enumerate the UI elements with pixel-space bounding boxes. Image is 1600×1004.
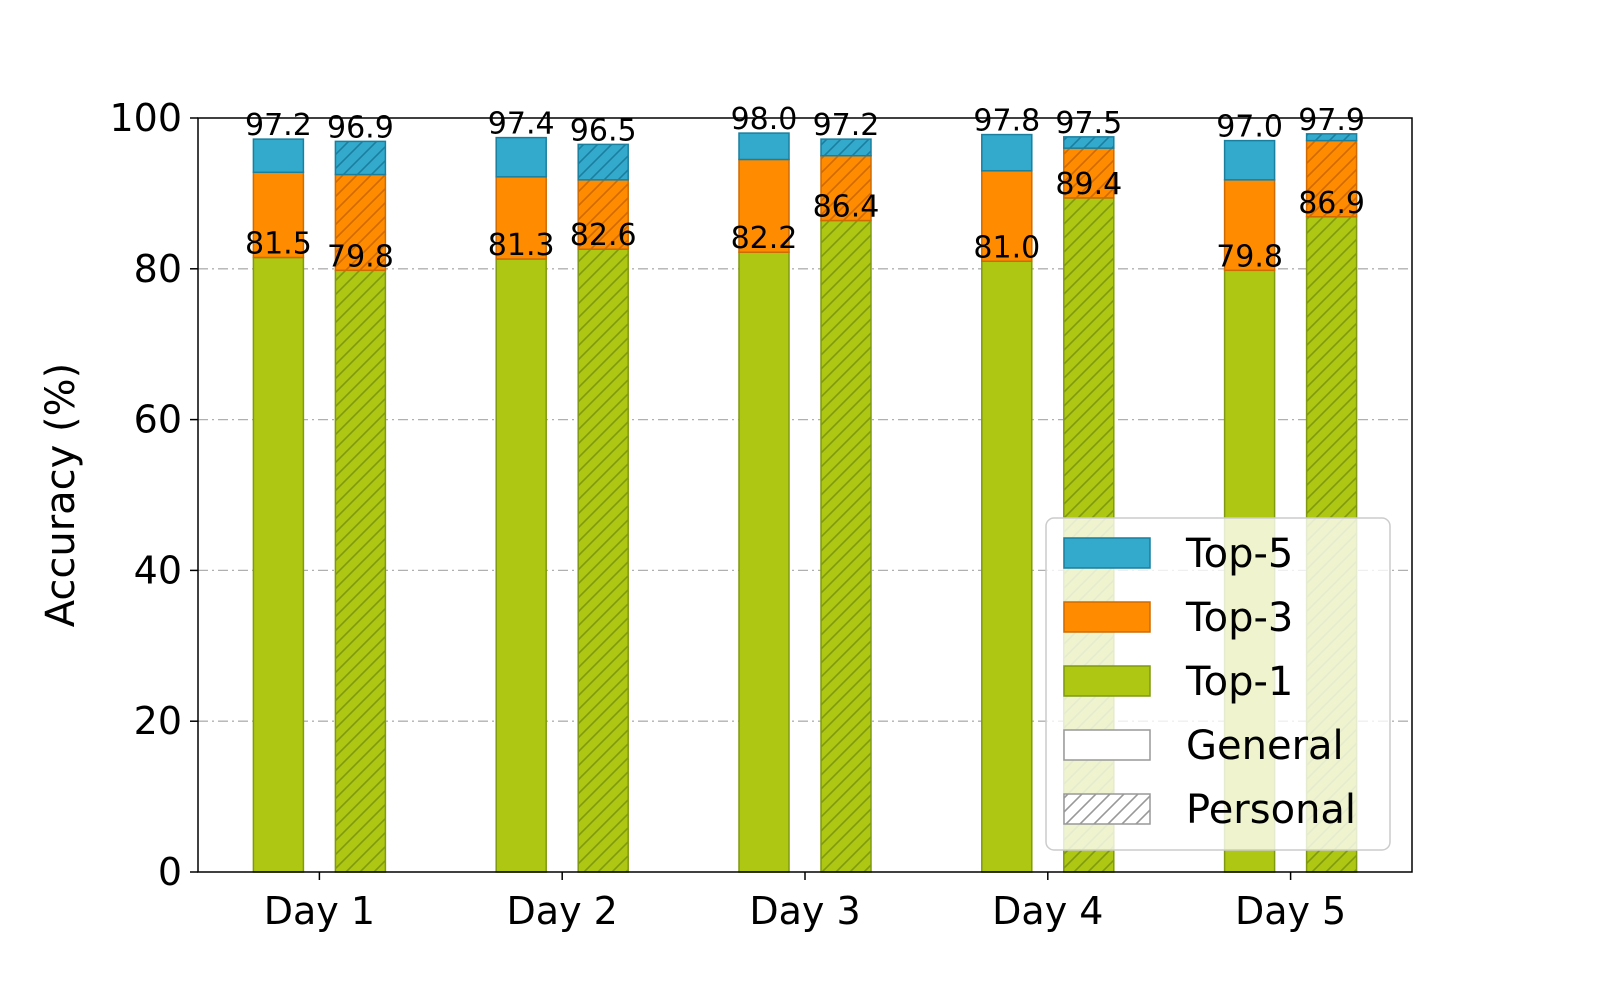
data-label-top1: 81.5 bbox=[245, 226, 312, 261]
bar-segment-top1-general bbox=[738, 251, 790, 873]
y-tick-label: 100 bbox=[109, 96, 182, 140]
legend-swatch bbox=[1063, 601, 1151, 633]
data-label-top5: 98.0 bbox=[731, 102, 798, 137]
data-label-top1: 86.9 bbox=[1298, 186, 1365, 221]
data-labels: 97.2 81.5 96.9 79.8 97.4 81.3 96.5 82.6 98.0 82.2… bbox=[245, 102, 1365, 274]
data-label-top1: 82.6 bbox=[570, 218, 637, 253]
y-tick-label: 40 bbox=[134, 548, 182, 592]
x-tick-label: Day 4 bbox=[992, 889, 1103, 933]
data-label-top1: 89.4 bbox=[1055, 167, 1122, 202]
legend-swatch bbox=[1063, 793, 1151, 825]
legend-swatch bbox=[1063, 665, 1151, 697]
data-label-top5: 97.4 bbox=[488, 107, 555, 142]
data-label-top1: 79.8 bbox=[327, 239, 394, 274]
data-label-top5: 97.9 bbox=[1298, 103, 1365, 138]
data-label-top5: 97.0 bbox=[1216, 110, 1283, 145]
legend-label: Top-1 bbox=[1185, 659, 1293, 705]
data-label-top1: 81.3 bbox=[488, 228, 555, 263]
data-label-top5: 96.9 bbox=[327, 110, 394, 145]
bar-segment-top3-general bbox=[252, 171, 305, 259]
bar-segment-top1-personal bbox=[577, 248, 629, 873]
legend-swatch bbox=[1063, 729, 1151, 761]
bar-segment-top1-personal bbox=[820, 219, 872, 873]
data-label-top1: 82.2 bbox=[731, 221, 798, 256]
bar-segment-top5-general bbox=[495, 136, 547, 178]
bar-segment-top5-personal bbox=[820, 138, 872, 157]
bar-segment-top1-personal bbox=[334, 269, 387, 873]
y-tick-label: 80 bbox=[134, 247, 182, 291]
bar-segment-top3-personal bbox=[577, 179, 629, 250]
legend-label: Personal bbox=[1186, 787, 1356, 833]
bar-segment-top5-general bbox=[252, 138, 305, 174]
legend: Top-5 Top-3 Top-1 General Personal bbox=[1045, 517, 1391, 851]
y-tick-label: 20 bbox=[134, 699, 182, 743]
bar-segment-top1-general bbox=[981, 260, 1033, 873]
data-label-top1: 81.0 bbox=[973, 230, 1040, 265]
bar-segment-top5-general bbox=[1223, 139, 1276, 181]
data-label-top5: 97.2 bbox=[813, 108, 880, 143]
bar-segment-top3-general bbox=[495, 176, 547, 260]
bar-segment-top1-general bbox=[252, 256, 305, 873]
bar-segment-top5-personal bbox=[1063, 136, 1115, 149]
bar-segment-top5-personal bbox=[1305, 133, 1358, 142]
bar-segment-top1-general bbox=[495, 258, 547, 873]
legend-label: Top-5 bbox=[1185, 531, 1293, 577]
legend-label: General bbox=[1186, 723, 1344, 769]
axes: 0 20 40 60 80 100 Day 1 Day 2 Day 3 Day 4 Day 5 bbox=[109, 96, 1346, 933]
legend-label: Top-3 bbox=[1185, 595, 1293, 641]
bar-segment-top5-personal bbox=[334, 140, 387, 176]
x-tick-label: Day 5 bbox=[1235, 889, 1346, 933]
data-label-top5: 96.5 bbox=[570, 113, 637, 148]
legend-box bbox=[1045, 517, 1391, 851]
bar-segment-top5-general bbox=[981, 133, 1033, 172]
bar-segment-top3-personal bbox=[820, 154, 872, 222]
x-tick-label: Day 2 bbox=[507, 889, 618, 933]
data-label-top1: 86.4 bbox=[813, 190, 880, 225]
x-tick-label: Day 3 bbox=[749, 889, 860, 933]
y-axis-label: Accuracy (%) bbox=[38, 363, 84, 628]
legend-swatch bbox=[1063, 537, 1151, 569]
bar-segment-top5-general bbox=[738, 132, 790, 161]
bar-segment-top3-general bbox=[738, 158, 790, 253]
gridlines bbox=[198, 268, 1412, 722]
data-label-top1: 79.8 bbox=[1216, 239, 1283, 274]
bar-segment-top3-personal bbox=[334, 173, 387, 272]
x-tick-label: Day 1 bbox=[264, 889, 375, 933]
data-label-top5: 97.5 bbox=[1055, 106, 1122, 141]
data-label-top5: 97.2 bbox=[245, 108, 312, 143]
data-label-top5: 97.8 bbox=[973, 104, 1040, 139]
bar-segment-top5-personal bbox=[577, 143, 629, 181]
bar-segment-top3-personal bbox=[1305, 139, 1358, 218]
y-tick-label: 0 bbox=[158, 850, 182, 894]
y-tick-label: 60 bbox=[134, 398, 182, 442]
